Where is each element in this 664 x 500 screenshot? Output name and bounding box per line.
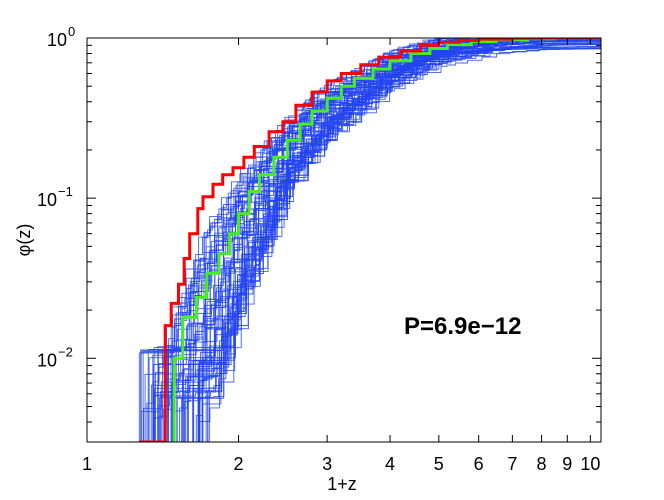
x-tick-label: 7 <box>507 454 517 474</box>
y-tick-label: 10 <box>37 350 57 370</box>
simulated-curve <box>182 46 601 442</box>
x-tick-label: 9 <box>562 454 572 474</box>
simulated-curves <box>138 38 601 442</box>
simulated-curve <box>172 38 601 442</box>
x-tick-label: 8 <box>537 454 547 474</box>
plot-frame <box>86 37 602 443</box>
simulated-curve <box>198 39 601 442</box>
simulated-curve <box>176 41 601 442</box>
simulated-curve <box>140 38 601 442</box>
simulated-curve <box>154 42 601 442</box>
simulated-curve <box>172 38 601 442</box>
x-tick-label: 1 <box>82 454 92 474</box>
simulated-curve <box>187 38 601 442</box>
y-axis-label: φ(z) <box>14 224 34 257</box>
simulated-curve <box>155 38 601 442</box>
simulated-curve <box>188 38 601 442</box>
x-tick-label: 2 <box>234 454 244 474</box>
simulated-curve <box>171 38 601 442</box>
simulated-curve <box>180 40 601 442</box>
x-tick-label: 6 <box>474 454 484 474</box>
x-tick-label: 3 <box>322 454 332 474</box>
p-value-annotation: P=6.9e−12 <box>404 313 521 340</box>
y-tick-exponent: −2 <box>58 344 73 359</box>
median-curve <box>172 38 601 442</box>
x-tick-label: 4 <box>385 454 395 474</box>
x-axis-label: 1+z <box>327 474 357 494</box>
y-tick-exponent: −1 <box>58 184 73 199</box>
x-tick-label: 5 <box>434 454 444 474</box>
y-tick-label: 10 <box>37 190 57 210</box>
simulated-curve <box>144 38 601 442</box>
simulated-curve <box>183 38 601 442</box>
y-tick-exponent: 0 <box>68 24 75 39</box>
simulated-curve <box>172 46 601 442</box>
simulated-curve <box>170 48 601 442</box>
x-axis-ticks: 1 2 3 4 5 6 7 8 9 10 <box>82 38 600 474</box>
simulated-curve <box>166 44 601 442</box>
simulated-curve <box>153 39 601 442</box>
y-tick-label: 10 <box>47 30 67 50</box>
x-tick-label: 10 <box>580 454 600 474</box>
